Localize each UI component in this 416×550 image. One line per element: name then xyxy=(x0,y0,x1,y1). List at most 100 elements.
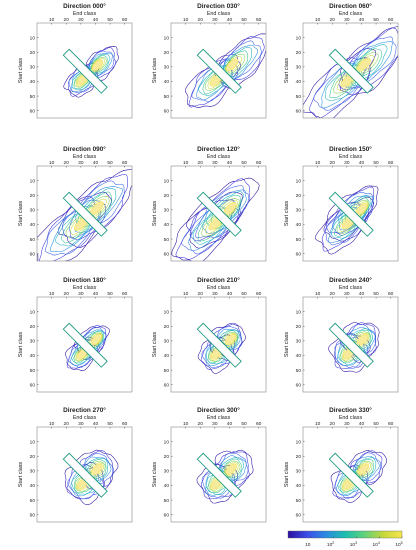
y-tick-label: 50 xyxy=(30,237,36,243)
x-tick-label: 50 xyxy=(107,291,113,297)
x-tick-label: 20 xyxy=(198,421,204,427)
x-axis-label: End class xyxy=(73,11,97,17)
x-tick-label: 60 xyxy=(388,291,394,297)
x-tick-label: 10 xyxy=(183,291,189,297)
contour-line xyxy=(202,189,247,234)
x-tick-label: 50 xyxy=(373,291,379,297)
x-tick-label: 50 xyxy=(241,291,247,297)
x-tick-label: 10 xyxy=(49,160,55,166)
panel-title: Direction 240° xyxy=(329,276,372,284)
contour-line xyxy=(91,59,103,71)
contour-line xyxy=(225,463,237,475)
y-tick-label: 20 xyxy=(30,324,36,330)
y-tick-label: 20 xyxy=(164,324,170,330)
panel-3: Direction 090°End class Start class 10 20 30… xyxy=(18,145,133,262)
x-tick-label: 20 xyxy=(64,17,70,23)
x-tick-label: 40 xyxy=(227,291,233,297)
x-tick-label: 50 xyxy=(107,160,113,166)
y-tick-label: 20 xyxy=(30,193,36,199)
x-tick-label: 50 xyxy=(241,17,247,23)
x-axis-label: End class xyxy=(207,285,231,291)
panel-6: Direction 180°End class Start class 10 20 30… xyxy=(18,276,133,393)
y-tick-label: 30 xyxy=(296,65,302,71)
y-tick-label: 40 xyxy=(164,79,170,85)
colorbar-tick-label: 102 xyxy=(327,541,334,548)
contour-line xyxy=(91,58,105,72)
axes-frame xyxy=(302,296,399,393)
contour-line xyxy=(74,185,124,233)
y-tick-label: 30 xyxy=(164,469,170,475)
axes-frame xyxy=(302,22,399,119)
colorbar: 10 102 103 104 105 xyxy=(287,530,403,548)
x-axis-label: End class xyxy=(339,415,363,421)
axes-frame xyxy=(302,426,399,523)
x-tick-label: 40 xyxy=(359,160,365,166)
diagonal-gap xyxy=(328,191,374,237)
contour-group xyxy=(328,322,380,373)
y-tick-label: 10 xyxy=(164,178,170,184)
y-tick-label: 30 xyxy=(296,208,302,214)
y-tick-label: 30 xyxy=(30,208,36,214)
x-tick-label: 60 xyxy=(256,291,262,297)
y-tick-label: 30 xyxy=(164,339,170,345)
y-tick-label: 10 xyxy=(30,178,36,184)
panel-title: Direction 000° xyxy=(63,2,106,10)
y-tick-label: 50 xyxy=(164,368,170,374)
contour-line xyxy=(337,72,356,91)
x-tick-label: 50 xyxy=(241,160,247,166)
contour-group xyxy=(196,322,246,374)
contour-line xyxy=(357,462,371,476)
y-tick-label: 50 xyxy=(30,94,36,100)
x-tick-label: 60 xyxy=(122,291,128,297)
x-tick-label: 60 xyxy=(256,160,262,166)
x-tick-label: 20 xyxy=(330,421,336,427)
y-tick-label: 10 xyxy=(296,309,302,315)
contour-line xyxy=(337,195,374,231)
contour-group xyxy=(62,46,119,98)
axes-frame xyxy=(36,165,133,262)
x-tick-label: 10 xyxy=(315,17,321,23)
contour-line xyxy=(205,215,224,234)
x-tick-label: 50 xyxy=(241,421,247,427)
x-tick-label: 30 xyxy=(78,17,84,23)
x-axis-label: End class xyxy=(73,154,97,160)
y-tick-label: 60 xyxy=(30,512,36,518)
x-tick-label: 40 xyxy=(93,160,99,166)
y-tick-label: 60 xyxy=(164,382,170,388)
x-tick-label: 30 xyxy=(344,160,350,166)
contour-line xyxy=(326,186,374,236)
y-tick-label: 20 xyxy=(296,324,302,330)
y-tick-label: 20 xyxy=(164,193,170,199)
y-tick-label: 20 xyxy=(164,454,170,460)
contour-line xyxy=(224,462,239,477)
contour-group xyxy=(303,26,398,118)
colorbar-gradient xyxy=(287,530,403,539)
y-tick-label: 50 xyxy=(30,498,36,504)
x-tick-label: 50 xyxy=(373,421,379,427)
y-tick-label: 30 xyxy=(296,469,302,475)
y-tick-label: 60 xyxy=(296,251,302,257)
x-tick-label: 30 xyxy=(212,291,218,297)
x-tick-label: 20 xyxy=(64,421,70,427)
x-tick-label: 30 xyxy=(212,421,218,427)
y-tick-label: 50 xyxy=(30,368,36,374)
y-tick-label: 10 xyxy=(30,439,36,445)
x-tick-label: 10 xyxy=(183,421,189,427)
x-tick-label: 50 xyxy=(373,17,379,23)
x-axis-label: End class xyxy=(339,11,363,17)
x-tick-label: 20 xyxy=(64,291,70,297)
y-axis-label: Start class xyxy=(152,58,158,83)
y-tick-label: 20 xyxy=(164,50,170,56)
contour-line xyxy=(340,73,355,88)
y-tick-label: 30 xyxy=(296,339,302,345)
x-tick-label: 50 xyxy=(107,421,113,427)
contour-line xyxy=(339,26,398,96)
x-tick-label: 40 xyxy=(359,421,365,427)
contour-line xyxy=(224,333,236,346)
x-tick-label: 30 xyxy=(78,291,84,297)
y-tick-label: 60 xyxy=(296,512,302,518)
x-tick-label: 40 xyxy=(93,17,99,23)
y-tick-label: 50 xyxy=(296,498,302,504)
axes-frame xyxy=(170,165,267,262)
